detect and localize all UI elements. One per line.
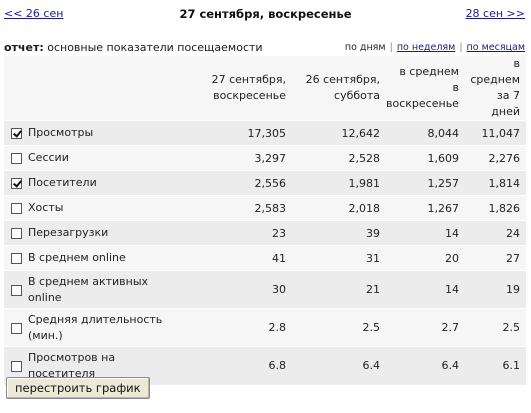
row-value: 2,583 xyxy=(186,195,293,221)
table-row: В среднем активных online 30 21 14 19 xyxy=(4,270,526,309)
row-value: 12,642 xyxy=(292,120,387,146)
row-value: 1,826 xyxy=(464,195,526,221)
row-value: 2.5 xyxy=(464,308,526,347)
table-row: В среднем online 41 31 20 27 xyxy=(4,245,526,271)
row-value: 31 xyxy=(292,245,387,271)
row-value: 41 xyxy=(186,245,293,271)
row-checkbox[interactable] xyxy=(10,153,22,164)
prev-day-link[interactable]: << 26 сен xyxy=(4,7,64,20)
date-navigation: << 26 сен 27 сентября, воскресенье 28 се… xyxy=(0,0,531,26)
row-value: 2.5 xyxy=(292,308,387,347)
row-checkbox[interactable] xyxy=(10,253,22,264)
table-row: Сессии 3,297 2,528 1,609 2,276 xyxy=(4,145,526,171)
row-value: 3,297 xyxy=(186,145,293,171)
row-value: 2.7 xyxy=(386,308,465,347)
column-header: 27 сентября, воскресенье xyxy=(186,56,293,121)
stats-table: 27 сентября, воскресенье 26 сентября, субб… xyxy=(4,56,526,385)
table-row: Перезагрузки 23 39 14 24 xyxy=(4,220,526,246)
row-value: 23 xyxy=(186,220,293,246)
row-value: 6.4 xyxy=(292,346,387,385)
row-value: 2,556 xyxy=(186,170,293,196)
next-day-link[interactable]: 28 сен >> xyxy=(465,7,525,20)
row-checkbox[interactable] xyxy=(10,284,22,296)
stats-table-container: 27 сентября, воскресенье 26 сентября, субб… xyxy=(4,56,526,385)
period-days: по дням xyxy=(344,42,386,53)
row-label: Просмотры xyxy=(28,120,187,146)
row-value: 1,267 xyxy=(386,195,465,221)
row-label: В среднем online xyxy=(28,245,187,271)
report-title: отчет: основные показатели посещаемости xyxy=(4,41,263,54)
table-row: Просмотры 17,305 12,642 8,044 11,047 xyxy=(4,120,526,146)
report-bar: отчет: основные показатели посещаемости … xyxy=(0,38,531,58)
row-checkbox[interactable] xyxy=(10,360,22,372)
column-header: 26 сентября, суббота xyxy=(292,56,387,121)
row-checkbox[interactable] xyxy=(10,228,22,239)
row-value: 6.8 xyxy=(186,346,293,385)
column-header: в среднем в воскресенье xyxy=(386,56,465,121)
row-checkbox[interactable] xyxy=(10,203,22,214)
table-row: Средняя длительность (мин.) 2.8 2.5 2.7 2.5 xyxy=(4,308,526,347)
row-value: 1,981 xyxy=(292,170,387,196)
table-row: Посетители 2,556 1,981 1,257 1,814 xyxy=(4,170,526,196)
row-label: Средняя длительность (мин.) xyxy=(28,308,187,347)
row-value: 2,276 xyxy=(464,145,526,171)
row-label: В среднем активных online xyxy=(28,270,187,309)
row-value: 2.8 xyxy=(186,308,293,347)
row-value: 20 xyxy=(386,245,465,271)
period-selector: по дням | по неделям | по месяцам xyxy=(344,42,525,53)
table-row: Просмотров на посетителя 6.8 6.4 6.4 6.1 xyxy=(4,346,526,385)
row-value: 1,257 xyxy=(386,170,465,196)
row-value: 2,018 xyxy=(292,195,387,221)
row-value: 14 xyxy=(386,270,465,309)
period-months-link[interactable]: по месяцам xyxy=(466,42,525,53)
rebuild-chart-button[interactable]: перестроить график xyxy=(6,377,150,399)
row-value: 17,305 xyxy=(186,120,293,146)
row-value: 2,528 xyxy=(292,145,387,171)
row-value: 6.4 xyxy=(386,346,465,385)
row-label: Перезагрузки xyxy=(28,220,187,246)
report-name: основные показатели посещаемости xyxy=(47,41,263,54)
row-value: 24 xyxy=(464,220,526,246)
row-label: Сессии xyxy=(28,145,187,171)
row-checkbox[interactable] xyxy=(10,322,22,334)
row-label: Посетители xyxy=(28,170,187,196)
row-value: 39 xyxy=(292,220,387,246)
row-label: Хосты xyxy=(28,195,187,221)
row-checkbox[interactable] xyxy=(10,128,22,139)
row-checkbox[interactable] xyxy=(10,178,22,189)
column-header: в среднем за 7 дней xyxy=(464,56,526,121)
table-row: Хосты 2,583 2,018 1,267 1,826 xyxy=(4,195,526,221)
row-value: 30 xyxy=(186,270,293,309)
row-value: 1,814 xyxy=(464,170,526,196)
period-weeks-link[interactable]: по неделям xyxy=(396,42,456,53)
row-value: 11,047 xyxy=(464,120,526,146)
row-value: 19 xyxy=(464,270,526,309)
page-title: 27 сентября, воскресенье xyxy=(179,7,352,21)
report-label: отчет: xyxy=(4,41,44,54)
table-header-row: 27 сентября, воскресенье 26 сентября, субб… xyxy=(4,56,526,121)
row-value: 14 xyxy=(386,220,465,246)
row-value: 27 xyxy=(464,245,526,271)
row-value: 8,044 xyxy=(386,120,465,146)
row-value: 1,609 xyxy=(386,145,465,171)
row-value: 21 xyxy=(292,270,387,309)
row-value: 6.1 xyxy=(464,346,526,385)
